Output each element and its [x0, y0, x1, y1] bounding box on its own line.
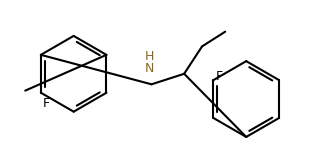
Text: H
N: H N [145, 50, 154, 75]
Text: F: F [43, 97, 50, 110]
Text: F: F [215, 71, 223, 83]
